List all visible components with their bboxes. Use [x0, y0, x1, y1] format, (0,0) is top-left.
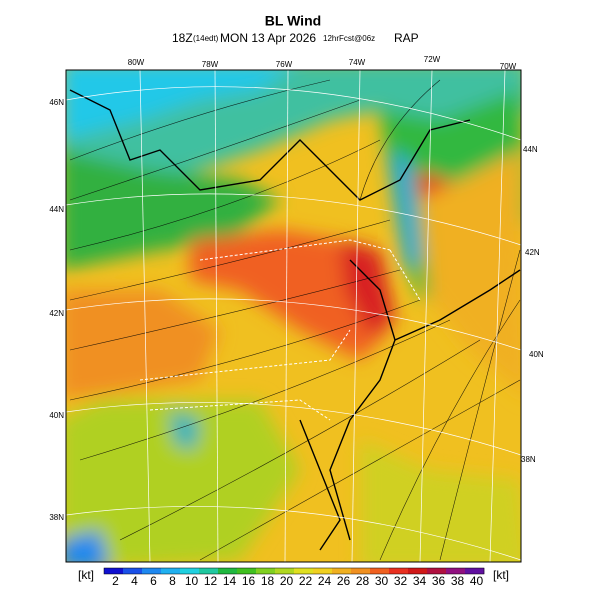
lat-label: 42N: [49, 309, 64, 318]
colorbar-tick-label: 8: [169, 574, 176, 588]
lat-label: 46N: [49, 98, 64, 107]
colorbar-swatch: [180, 568, 200, 574]
colorbar-swatch: [237, 568, 257, 574]
colorbar-unit: [kt]: [78, 568, 94, 582]
colorbar-tick-label: 16: [242, 574, 256, 588]
lon-label: 72W: [424, 55, 441, 64]
local-time: (14edt): [193, 34, 219, 43]
colorbar-swatch: [313, 568, 333, 574]
date: MON 13 Apr 2026: [220, 31, 316, 45]
colorbar-tick-label: 34: [413, 574, 427, 588]
colorbar-tick-label: 18: [261, 574, 275, 588]
colorbar-unit: [kt]: [493, 568, 509, 582]
colorbar-swatch: [275, 568, 295, 574]
colorbar-tick-label: 26: [337, 574, 351, 588]
lat-label: 40N: [529, 350, 544, 359]
colorbar-tick-label: 28: [356, 574, 370, 588]
colorbar-swatch: [446, 568, 466, 574]
colorbar-tick-label: 40: [470, 574, 484, 588]
lat-label: 40N: [49, 411, 64, 420]
map-frame: [65, 69, 522, 563]
lon-label: 74W: [349, 58, 366, 67]
lon-label: 76W: [276, 60, 293, 69]
colorbar-swatch: [104, 568, 124, 574]
colorbar-tick-label: 20: [280, 574, 294, 588]
lon-label: 70W: [500, 62, 517, 71]
colorbar-swatch: [218, 568, 238, 574]
colorbar-swatch: [142, 568, 162, 574]
valid-time: 18Z: [172, 31, 193, 45]
colorbar-swatch: [123, 568, 143, 574]
model: RAP: [394, 31, 419, 45]
colorbar-tick-label: 32: [394, 574, 408, 588]
colorbar-swatch: [161, 568, 181, 574]
colorbar-swatch: [351, 568, 371, 574]
colorbar-tick-label: 2: [112, 574, 119, 588]
colorbar-swatch: [427, 568, 447, 574]
colorbar-tick-label: 36: [432, 574, 446, 588]
lat-label: 38N: [49, 513, 64, 522]
colorbar-tick-label: 12: [204, 574, 218, 588]
colorbar-frame: [103, 567, 485, 575]
colorbar-swatch: [408, 568, 428, 574]
colorbar-tick-label: 14: [223, 574, 237, 588]
colorbar-swatch: [465, 568, 485, 574]
colorbar-tick-label: 4: [131, 574, 138, 588]
colorbar-tick-label: 38: [451, 574, 465, 588]
lat-label: 44N: [49, 205, 64, 214]
lat-label: 38N: [521, 455, 536, 464]
colorbar-tick-label: 30: [375, 574, 389, 588]
colorbar-swatch: [389, 568, 409, 574]
colorbar-tick-label: 24: [318, 574, 332, 588]
lat-label: 44N: [523, 145, 538, 154]
colorbar-swatch: [332, 568, 352, 574]
title: BL Wind: [265, 13, 321, 29]
colorbar-swatch: [370, 568, 390, 574]
colorbar: [kt] [kt] 2 4 6 8 10 12 14 16 18 20 22 24 26 28 30 32 34…: [78, 567, 509, 588]
map: [66, 70, 521, 562]
colorbar-tick-label: 6: [150, 574, 157, 588]
lat-label: 42N: [525, 248, 540, 257]
forecast: 12hrFcst@06z: [323, 34, 375, 43]
colorbar-tick-label: 10: [185, 574, 199, 588]
lon-label: 78W: [202, 60, 219, 69]
colorbar-swatch: [294, 568, 314, 574]
colorbar-tick-label: 22: [299, 574, 313, 588]
colorbar-swatch: [199, 568, 219, 574]
lon-label: 80W: [128, 58, 145, 67]
colorbar-swatch: [256, 568, 276, 574]
map-labels: 80W 78W 76W 74W 72W 70W 46N 44N 42N 40N 38N 44N 42N 4…: [49, 55, 544, 522]
